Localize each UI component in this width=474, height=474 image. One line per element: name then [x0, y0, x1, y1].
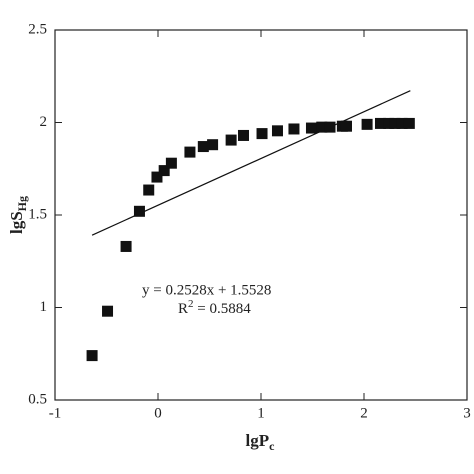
x-tick-label: 1 [257, 405, 265, 421]
point [151, 171, 163, 183]
x-tick-label: 2 [360, 405, 368, 421]
y-tick-label: 2.5 [28, 21, 47, 37]
r-rest: = 0.5884 [194, 301, 252, 317]
plot-frame [54, 29, 468, 401]
point [256, 128, 268, 140]
point [389, 117, 401, 129]
x-tick-label: -1 [49, 405, 62, 421]
r-sup: 2 [188, 298, 194, 310]
point [305, 122, 317, 134]
point [316, 121, 328, 133]
y-tick-label: 2 [40, 114, 48, 130]
point [86, 350, 98, 362]
point [271, 125, 283, 137]
trend-line [91, 90, 411, 236]
point [197, 141, 209, 153]
x-label-main: lgP [246, 431, 270, 450]
point [340, 120, 352, 132]
y-tick-label: 1 [40, 299, 48, 315]
r-squared: R2 = 0.5884 [178, 298, 251, 318]
point [324, 121, 336, 133]
r-main: R [178, 301, 188, 317]
y-label-sub: Hg [15, 196, 29, 211]
point [288, 123, 300, 135]
point [120, 240, 132, 252]
x-tick-label: 3 [463, 405, 471, 421]
x-axis-label: lgPc [246, 431, 276, 453]
point [165, 157, 177, 169]
point [184, 146, 196, 158]
y-tick-label: 0.5 [28, 391, 47, 407]
x-label-sub: c [269, 439, 275, 453]
y-axis-label: lgSHg [7, 196, 29, 234]
point [396, 117, 408, 129]
y-tick-label: 1.5 [28, 206, 47, 222]
point [133, 205, 145, 217]
point [102, 305, 114, 317]
point [143, 184, 155, 196]
point [383, 117, 395, 129]
point [225, 134, 237, 146]
point [361, 118, 373, 130]
point [158, 165, 170, 177]
point [207, 139, 219, 151]
equation: y = 0.2528x + 1.5528 [142, 282, 271, 298]
x-tick-label: 0 [154, 405, 162, 421]
point [374, 117, 386, 129]
y-label-main: lgS [7, 211, 26, 234]
point [403, 117, 415, 129]
point [237, 129, 249, 141]
